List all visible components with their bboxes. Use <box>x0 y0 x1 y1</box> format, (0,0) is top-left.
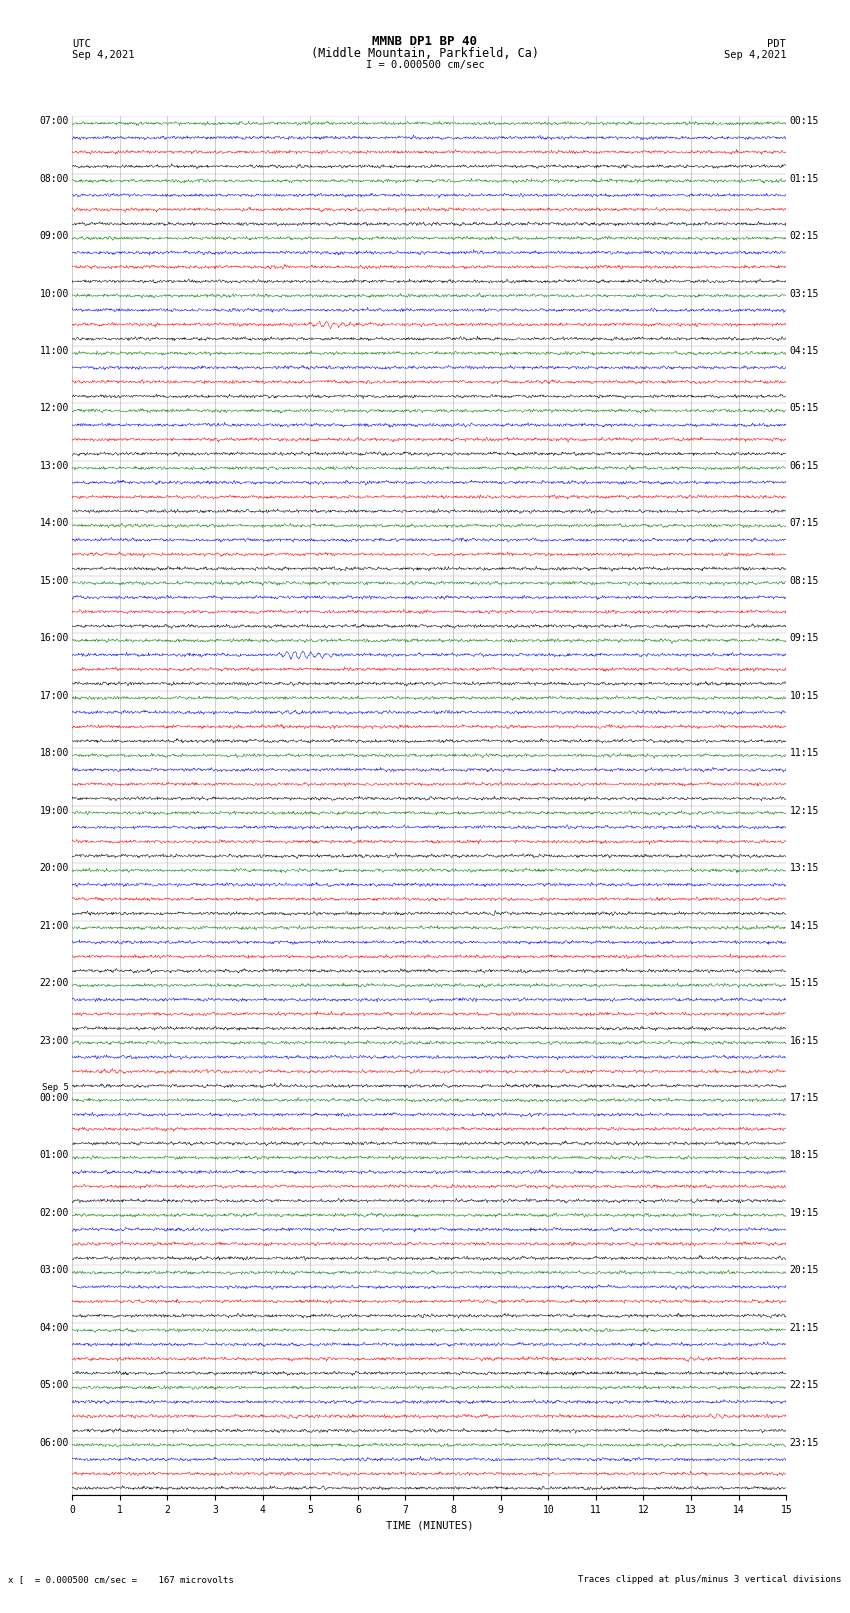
Text: PDT: PDT <box>768 39 786 48</box>
Text: Sep 4,2021: Sep 4,2021 <box>72 50 135 60</box>
Text: 22:00: 22:00 <box>39 977 69 989</box>
Text: 17:15: 17:15 <box>790 1094 819 1103</box>
Text: 20:15: 20:15 <box>790 1265 819 1276</box>
Text: 09:15: 09:15 <box>790 634 819 644</box>
Text: 19:15: 19:15 <box>790 1208 819 1218</box>
Text: (Middle Mountain, Parkfield, Ca): (Middle Mountain, Parkfield, Ca) <box>311 47 539 60</box>
Text: 19:00: 19:00 <box>39 806 69 816</box>
Text: Sep 5: Sep 5 <box>42 1084 69 1092</box>
Text: 00:00: 00:00 <box>39 1094 69 1103</box>
Text: 18:00: 18:00 <box>39 748 69 758</box>
Text: 10:15: 10:15 <box>790 690 819 700</box>
Text: 01:00: 01:00 <box>39 1150 69 1160</box>
Text: 02:00: 02:00 <box>39 1208 69 1218</box>
Text: 12:00: 12:00 <box>39 403 69 413</box>
Text: 14:00: 14:00 <box>39 518 69 529</box>
Text: 03:15: 03:15 <box>790 289 819 298</box>
Text: Sep 4,2021: Sep 4,2021 <box>723 50 786 60</box>
Text: 20:00: 20:00 <box>39 863 69 873</box>
Text: 11:15: 11:15 <box>790 748 819 758</box>
Text: 16:15: 16:15 <box>790 1036 819 1045</box>
Text: 08:00: 08:00 <box>39 174 69 184</box>
Text: 13:00: 13:00 <box>39 461 69 471</box>
Text: 13:15: 13:15 <box>790 863 819 873</box>
Text: 11:00: 11:00 <box>39 347 69 356</box>
Text: Traces clipped at plus/minus 3 vertical divisions: Traces clipped at plus/minus 3 vertical … <box>578 1574 842 1584</box>
Text: 09:00: 09:00 <box>39 231 69 240</box>
Text: 04:15: 04:15 <box>790 347 819 356</box>
Text: I = 0.000500 cm/sec: I = 0.000500 cm/sec <box>366 60 484 69</box>
Text: 07:15: 07:15 <box>790 518 819 529</box>
Text: 00:15: 00:15 <box>790 116 819 126</box>
Text: 05:00: 05:00 <box>39 1381 69 1390</box>
Text: 02:15: 02:15 <box>790 231 819 240</box>
Text: 01:15: 01:15 <box>790 174 819 184</box>
X-axis label: TIME (MINUTES): TIME (MINUTES) <box>386 1521 473 1531</box>
Text: 10:00: 10:00 <box>39 289 69 298</box>
Text: 15:15: 15:15 <box>790 977 819 989</box>
Text: 12:15: 12:15 <box>790 806 819 816</box>
Text: 07:00: 07:00 <box>39 116 69 126</box>
Text: x [  = 0.000500 cm/sec =    167 microvolts: x [ = 0.000500 cm/sec = 167 microvolts <box>8 1574 235 1584</box>
Text: UTC: UTC <box>72 39 91 48</box>
Text: 05:15: 05:15 <box>790 403 819 413</box>
Text: 21:15: 21:15 <box>790 1323 819 1332</box>
Text: 06:15: 06:15 <box>790 461 819 471</box>
Text: 03:00: 03:00 <box>39 1265 69 1276</box>
Text: 22:15: 22:15 <box>790 1381 819 1390</box>
Text: 21:00: 21:00 <box>39 921 69 931</box>
Text: 15:00: 15:00 <box>39 576 69 586</box>
Text: MMNB DP1 BP 40: MMNB DP1 BP 40 <box>372 35 478 48</box>
Text: 18:15: 18:15 <box>790 1150 819 1160</box>
Text: 16:00: 16:00 <box>39 634 69 644</box>
Text: 23:00: 23:00 <box>39 1036 69 1045</box>
Text: 17:00: 17:00 <box>39 690 69 700</box>
Text: 04:00: 04:00 <box>39 1323 69 1332</box>
Text: 08:15: 08:15 <box>790 576 819 586</box>
Text: 23:15: 23:15 <box>790 1437 819 1448</box>
Text: 06:00: 06:00 <box>39 1437 69 1448</box>
Text: 14:15: 14:15 <box>790 921 819 931</box>
